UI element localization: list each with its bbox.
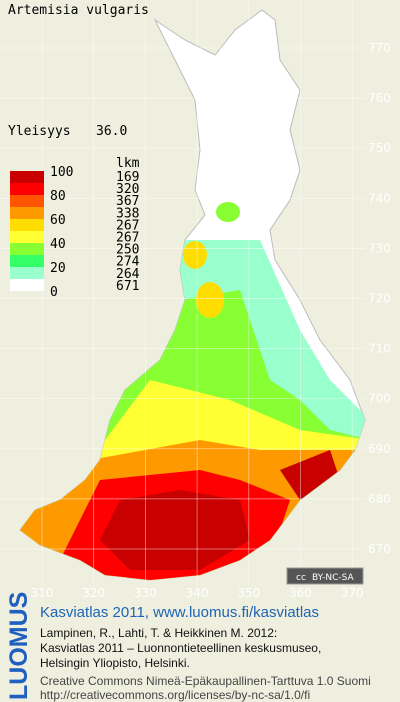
scale-label: 80 bbox=[50, 189, 66, 204]
count: 264 bbox=[116, 267, 140, 282]
license-url: http://creativecommons.org/licenses/by-n… bbox=[40, 688, 310, 702]
count: 320 bbox=[116, 182, 139, 197]
x-label: 330 bbox=[134, 586, 157, 600]
count: 250 bbox=[116, 243, 139, 258]
y-label: 670 bbox=[368, 542, 391, 556]
area bbox=[100, 490, 250, 570]
y-label: 740 bbox=[368, 191, 391, 205]
count: 169 bbox=[116, 170, 139, 185]
badge-text: BY-NC-SA bbox=[312, 573, 355, 583]
legend-swatch bbox=[10, 171, 44, 183]
legend-swatch bbox=[10, 243, 44, 255]
license-badge: cc BY-NC-SA bbox=[286, 567, 364, 585]
x-label: 320 bbox=[82, 586, 105, 600]
scale-label: 20 bbox=[50, 261, 66, 276]
count: 274 bbox=[116, 255, 140, 270]
y-label: 730 bbox=[368, 241, 391, 255]
y-label: 720 bbox=[368, 292, 391, 306]
legend-swatch bbox=[10, 255, 44, 267]
legend-swatch bbox=[10, 231, 44, 243]
scale-label: 60 bbox=[50, 213, 66, 228]
count: 367 bbox=[116, 194, 139, 209]
area bbox=[183, 241, 207, 269]
citation: Kasviatlas 2011 – Luonnontieteellinen ke… bbox=[40, 641, 321, 655]
badge-box bbox=[286, 567, 364, 585]
scale-label: 40 bbox=[50, 237, 66, 252]
y-label: 700 bbox=[368, 392, 391, 406]
scale-label: 0 bbox=[50, 285, 58, 300]
legend-swatch bbox=[10, 183, 44, 195]
x-label: 310 bbox=[31, 586, 54, 600]
frequency-value: 36.0 bbox=[96, 124, 127, 139]
x-label: 340 bbox=[186, 586, 209, 600]
x-label: 350 bbox=[237, 586, 260, 600]
legend: 1008060402001693203673382672672502742646… bbox=[10, 165, 140, 300]
y-label: 690 bbox=[368, 442, 391, 456]
area bbox=[216, 202, 240, 222]
count: 671 bbox=[116, 279, 139, 294]
x-label: 360 bbox=[289, 586, 312, 600]
count: 267 bbox=[116, 218, 139, 233]
legend-swatch bbox=[10, 195, 44, 207]
footer-heading: Kasviatlas 2011, www.luomus.fi/kasviatla… bbox=[40, 604, 319, 621]
frequency-areas bbox=[20, 202, 365, 580]
y-label: 770 bbox=[368, 41, 391, 55]
frequency-label: Yleisyys bbox=[8, 124, 71, 139]
y-label: 750 bbox=[368, 141, 391, 155]
area bbox=[196, 282, 224, 318]
count-header: lkm bbox=[116, 156, 140, 171]
count: 267 bbox=[116, 231, 139, 246]
legend-swatch bbox=[10, 207, 44, 219]
legend-swatch bbox=[10, 267, 44, 279]
legend-swatch bbox=[10, 219, 44, 231]
title: Artemisia vulgaris bbox=[8, 3, 149, 18]
citation: Helsingin Yliopisto, Helsinki. bbox=[40, 656, 190, 670]
x-label: 370 bbox=[341, 586, 364, 600]
scale-label: 100 bbox=[50, 165, 73, 180]
citation: Lampinen, R., Lahti, T. & Heikkinen M. 2… bbox=[40, 626, 277, 640]
logo: LUOMUS bbox=[5, 592, 33, 700]
map bbox=[19, 9, 366, 581]
license: Creative Commons Nimeä-Epäkaupallinen-Ta… bbox=[40, 674, 371, 688]
count: 338 bbox=[116, 206, 139, 221]
badge-icon: cc bbox=[296, 573, 306, 583]
legend-swatch bbox=[10, 279, 44, 291]
y-label: 760 bbox=[368, 91, 391, 105]
y-label: 680 bbox=[368, 492, 391, 506]
y-label: 710 bbox=[368, 342, 391, 356]
